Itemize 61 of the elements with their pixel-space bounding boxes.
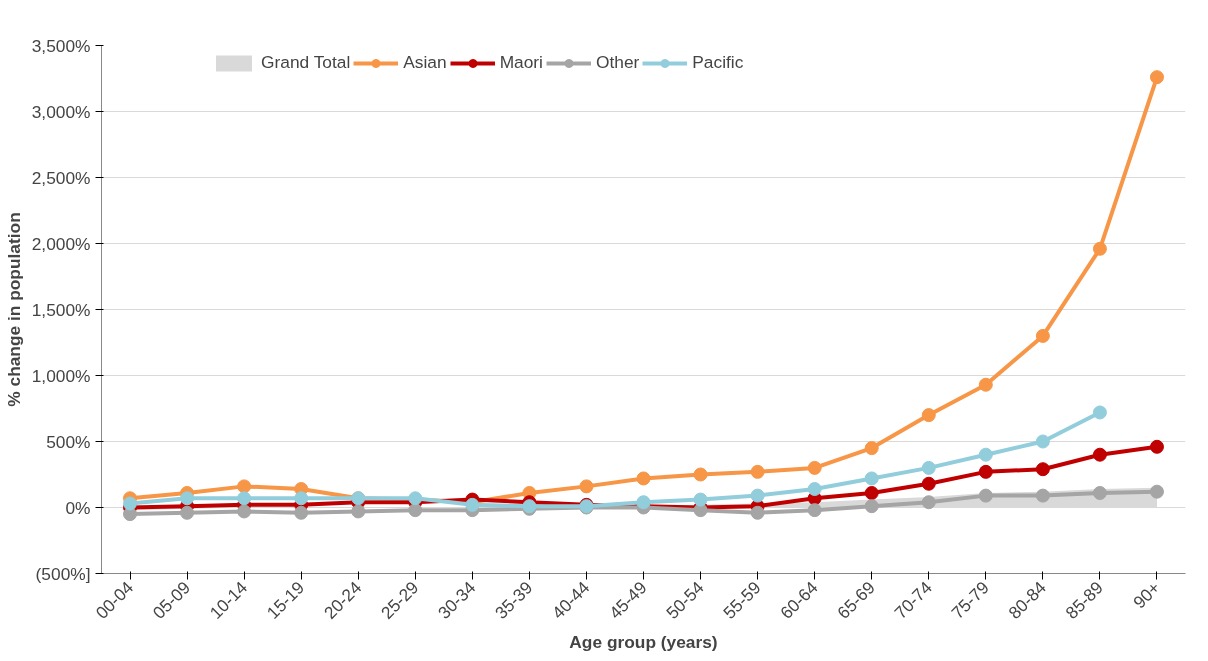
y-tick-label: 500% bbox=[46, 431, 91, 452]
point bbox=[1092, 405, 1107, 420]
point bbox=[864, 485, 879, 500]
x-axis-title: Age group (years) bbox=[569, 632, 718, 653]
y-tick-label: 3,500% bbox=[31, 35, 91, 56]
point bbox=[1092, 447, 1107, 462]
point bbox=[978, 464, 993, 479]
legend-label: Grand Total bbox=[261, 52, 351, 73]
point bbox=[1035, 328, 1050, 343]
point bbox=[978, 447, 993, 462]
point bbox=[1149, 439, 1164, 454]
point bbox=[636, 471, 651, 486]
y-tick-label: 0% bbox=[65, 497, 91, 518]
point bbox=[351, 504, 366, 519]
legend-label: Maori bbox=[499, 52, 543, 73]
point bbox=[1092, 485, 1107, 500]
point bbox=[750, 505, 765, 520]
point bbox=[750, 464, 765, 479]
point bbox=[807, 503, 822, 518]
point bbox=[579, 479, 594, 494]
point bbox=[237, 504, 252, 519]
point bbox=[864, 499, 879, 514]
point bbox=[921, 476, 936, 491]
point bbox=[180, 491, 195, 506]
y-axis-title: % change in population bbox=[3, 212, 24, 407]
point bbox=[180, 505, 195, 520]
point bbox=[750, 488, 765, 503]
point bbox=[636, 495, 651, 510]
point bbox=[1149, 484, 1164, 499]
point bbox=[864, 471, 879, 486]
y-tick-label: 1,500% bbox=[31, 299, 91, 320]
legend-label: Asian bbox=[403, 52, 447, 73]
x-tick-label: 90+ bbox=[1129, 577, 1165, 613]
point bbox=[294, 491, 309, 506]
point bbox=[693, 467, 708, 482]
point bbox=[237, 479, 252, 494]
point bbox=[1035, 488, 1050, 503]
y-tick-label: 3,000% bbox=[31, 101, 91, 122]
point bbox=[864, 441, 879, 456]
point bbox=[921, 495, 936, 510]
y-tick-label: 2,500% bbox=[31, 167, 91, 188]
point bbox=[1035, 434, 1050, 449]
point bbox=[921, 460, 936, 475]
y-tick-label: 2,000% bbox=[31, 233, 91, 254]
legend-label: Pacific bbox=[692, 52, 744, 73]
point bbox=[408, 503, 423, 518]
point bbox=[693, 492, 708, 507]
point bbox=[237, 491, 252, 506]
y-tick-label: 1,000% bbox=[31, 365, 91, 386]
point bbox=[123, 496, 138, 511]
point bbox=[1035, 462, 1050, 477]
point bbox=[294, 505, 309, 520]
point bbox=[807, 460, 822, 475]
y-tick-label: (500%] bbox=[35, 563, 91, 584]
point bbox=[1149, 70, 1164, 85]
point bbox=[978, 377, 993, 392]
legend-label: Other bbox=[595, 52, 640, 73]
point bbox=[978, 488, 993, 503]
point bbox=[807, 482, 822, 497]
point bbox=[1092, 241, 1107, 256]
point bbox=[921, 408, 936, 423]
